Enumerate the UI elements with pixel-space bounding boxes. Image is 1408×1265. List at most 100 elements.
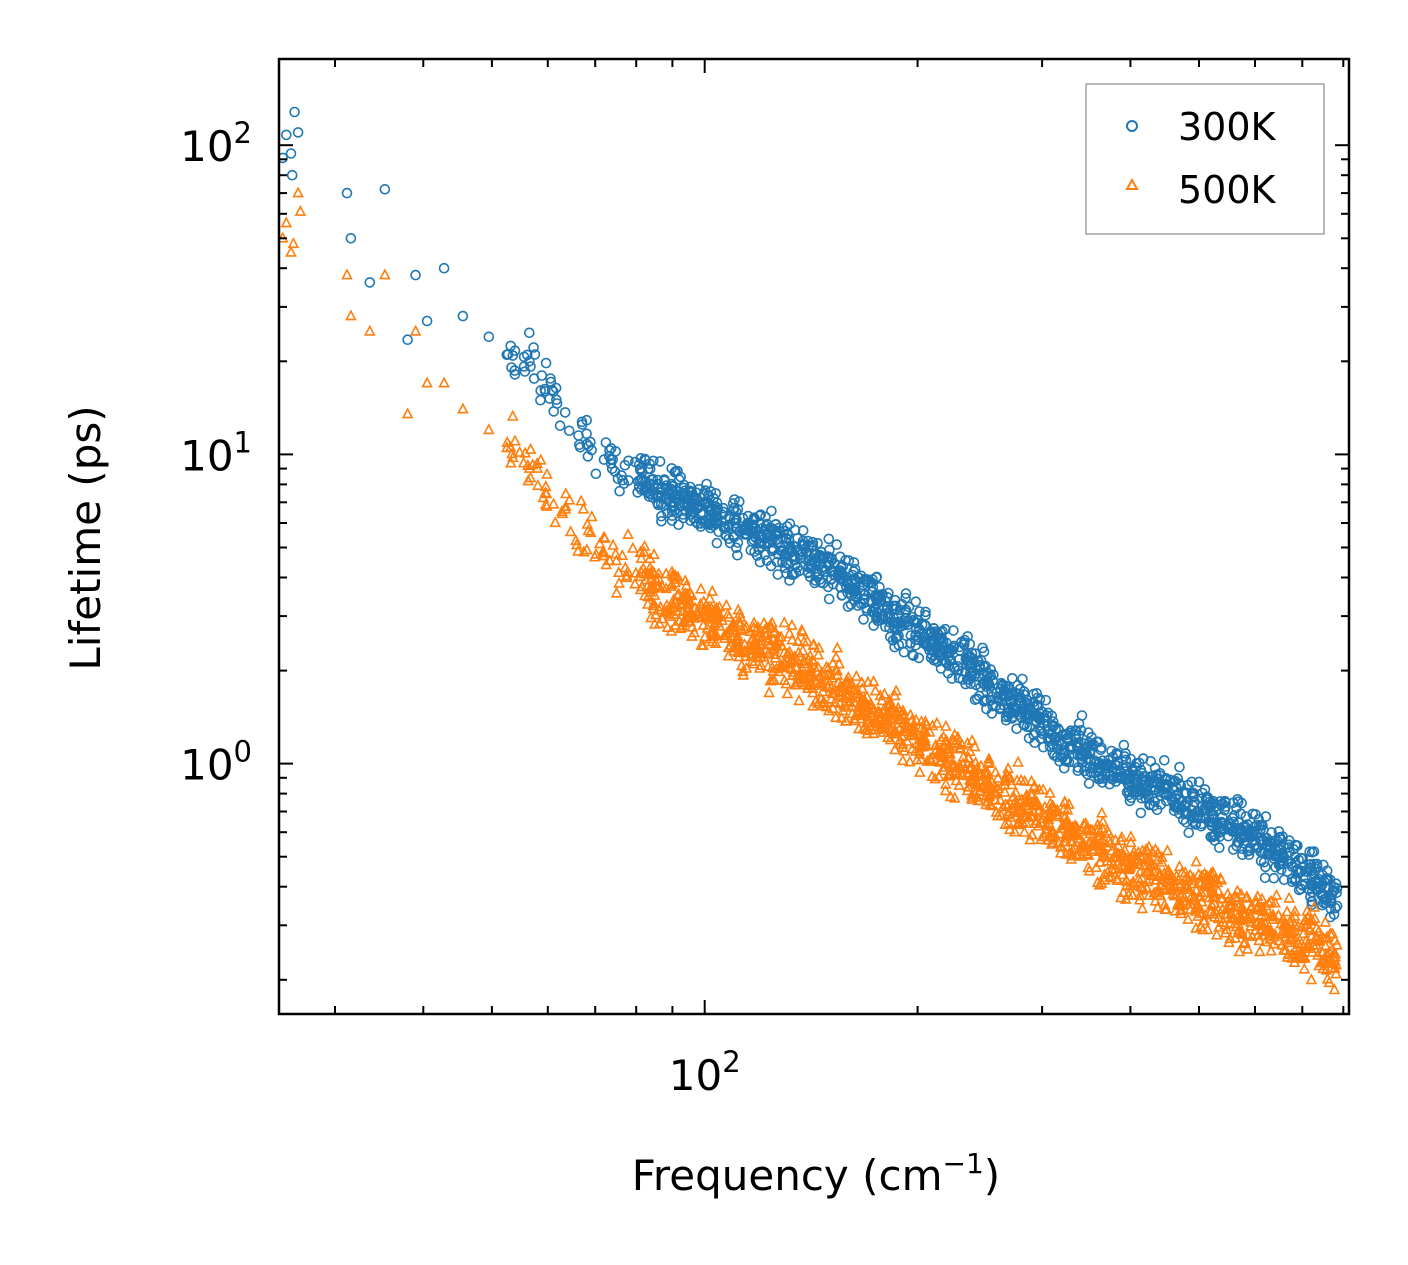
data-point-300k [523,327,535,339]
data-point-500k [933,755,946,767]
data-point-500k [862,716,874,728]
data-point-500k [869,684,882,696]
data-point-500k [783,627,796,639]
data-point-500k [786,633,798,645]
data-point-300k [1259,872,1271,884]
data-point-500k [1311,933,1323,945]
data-point-500k [1255,908,1268,920]
data-point-500k [1096,821,1109,833]
data-point-500k [786,618,798,630]
data-point-300k [684,481,696,493]
data-point-300k [754,556,766,568]
data-point-500k [1266,912,1279,925]
data-point-500k [790,661,802,673]
data-point-500k [1269,896,1281,908]
data-point-300k [634,475,646,486]
data-point-500k [641,597,654,609]
data-point-500k [1206,865,1219,877]
data-point-300k [554,420,566,432]
data-point-500k [1254,918,1267,931]
data-point-500k [645,572,658,584]
data-point-500k [1259,909,1272,921]
data-point-500k [1177,894,1189,906]
data-point-500k [1095,806,1108,818]
data-point-300k [1047,721,1059,733]
data-point-500k [731,632,744,644]
data-point-500k [889,723,902,736]
data-point-500k [802,675,815,687]
data-point-300k [1160,795,1172,807]
data-point-500k [287,237,300,249]
data-point-500k [1286,925,1299,937]
data-point-500k [638,539,651,551]
data-point-500k [345,309,357,321]
data-point-300k [685,515,696,526]
data-point-300k [1207,810,1219,822]
data-point-500k [854,697,866,709]
data-point-300k [688,491,700,503]
axis-ticks [279,59,1349,1014]
data-point-500k [708,619,721,631]
data-point-500k [421,376,433,388]
data-point-300k [850,585,861,597]
data-point-500k [532,479,544,491]
data-point-300k [1154,770,1166,781]
data-point-500k [850,669,863,681]
data-point-500k [1091,818,1104,830]
data-point-500k [748,616,760,628]
data-point-500k [1136,902,1149,914]
data-point-300k [1031,687,1042,699]
data-point-300k [998,699,1009,711]
data-point-500k [616,548,629,561]
data-point-500k [845,676,858,688]
data-point-500k [948,759,960,771]
data-point-500k [1225,900,1237,912]
data-point-500k [1026,799,1039,811]
data-point-300k [1104,778,1115,790]
data-point-500k [1270,888,1283,900]
data-point-500k [999,817,1012,830]
data-point-500k [1187,877,1200,889]
data-point-500k [940,719,952,731]
data-point-500k [1175,907,1187,919]
data-point-500k [641,580,654,592]
data-point-500k [1205,881,1218,893]
data-point-300k [551,398,563,409]
data-point-500k [637,562,650,574]
data-point-300k [525,361,536,372]
data-point-300k [913,652,925,664]
data-point-300k [652,474,663,486]
data-point-500k [808,673,821,685]
data-point-300k [900,612,912,624]
data-point-500k [755,659,767,671]
data-point-500k [1182,912,1194,924]
data-point-500k [1241,942,1254,954]
data-point-500k [549,516,562,528]
data-point-500k [778,616,791,628]
data-point-500k [1009,804,1022,817]
data-point-500k [697,618,710,630]
data-point-500k [1054,846,1067,858]
data-point-500k [1125,836,1137,848]
data-point-500k [280,216,293,228]
data-point-500k [629,577,641,589]
data-point-500k [867,727,880,739]
data-point-500k [881,725,894,738]
data-point-500k [825,681,838,693]
data-point-300k [831,539,843,550]
data-point-300k [974,661,986,673]
data-point-300k [364,277,376,288]
data-point-500k [531,456,543,469]
data-point-300k [507,350,519,361]
data-point-300k [502,348,514,360]
data-point-500k [572,544,584,556]
data-point-500k [802,679,815,691]
data-point-500k [888,689,901,701]
data-point-500k [971,776,983,788]
data-point-300k [643,488,655,500]
data-point-300k [823,533,835,545]
data-point-300k [784,518,796,530]
data-point-300k [891,624,903,636]
data-point-500k [817,695,830,707]
data-point-500k [939,735,952,747]
